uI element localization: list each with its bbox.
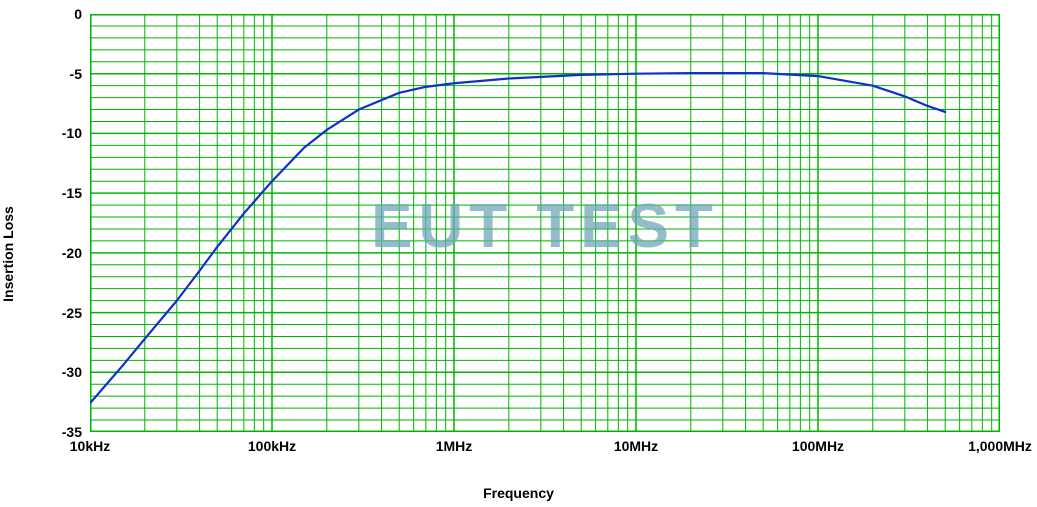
plot-area: EUT TEST 0-5-10-15-20-25-30-3510kHz100kH…: [90, 14, 1000, 432]
y-tick-label: -30: [62, 364, 82, 380]
x-tick-label: 1,000MHz: [968, 438, 1032, 454]
y-tick-label: 0: [74, 6, 82, 22]
y-axis-label: Insertion Loss: [0, 206, 16, 302]
y-tick-label: -15: [62, 185, 82, 201]
x-tick-label: 10MHz: [614, 438, 658, 454]
x-axis-label: Frequency: [483, 485, 554, 501]
chart-container: Insertion Loss Frequency EUT TEST 0-5-10…: [0, 0, 1037, 507]
x-tick-label: 100MHz: [792, 438, 844, 454]
y-tick-label: -10: [62, 125, 82, 141]
y-tick-label: -5: [70, 66, 82, 82]
x-tick-label: 100kHz: [248, 438, 296, 454]
y-tick-label: -25: [62, 305, 82, 321]
chart-svg: [90, 14, 1000, 432]
y-tick-label: -20: [62, 245, 82, 261]
x-tick-label: 10kHz: [70, 438, 110, 454]
x-tick-label: 1MHz: [436, 438, 473, 454]
